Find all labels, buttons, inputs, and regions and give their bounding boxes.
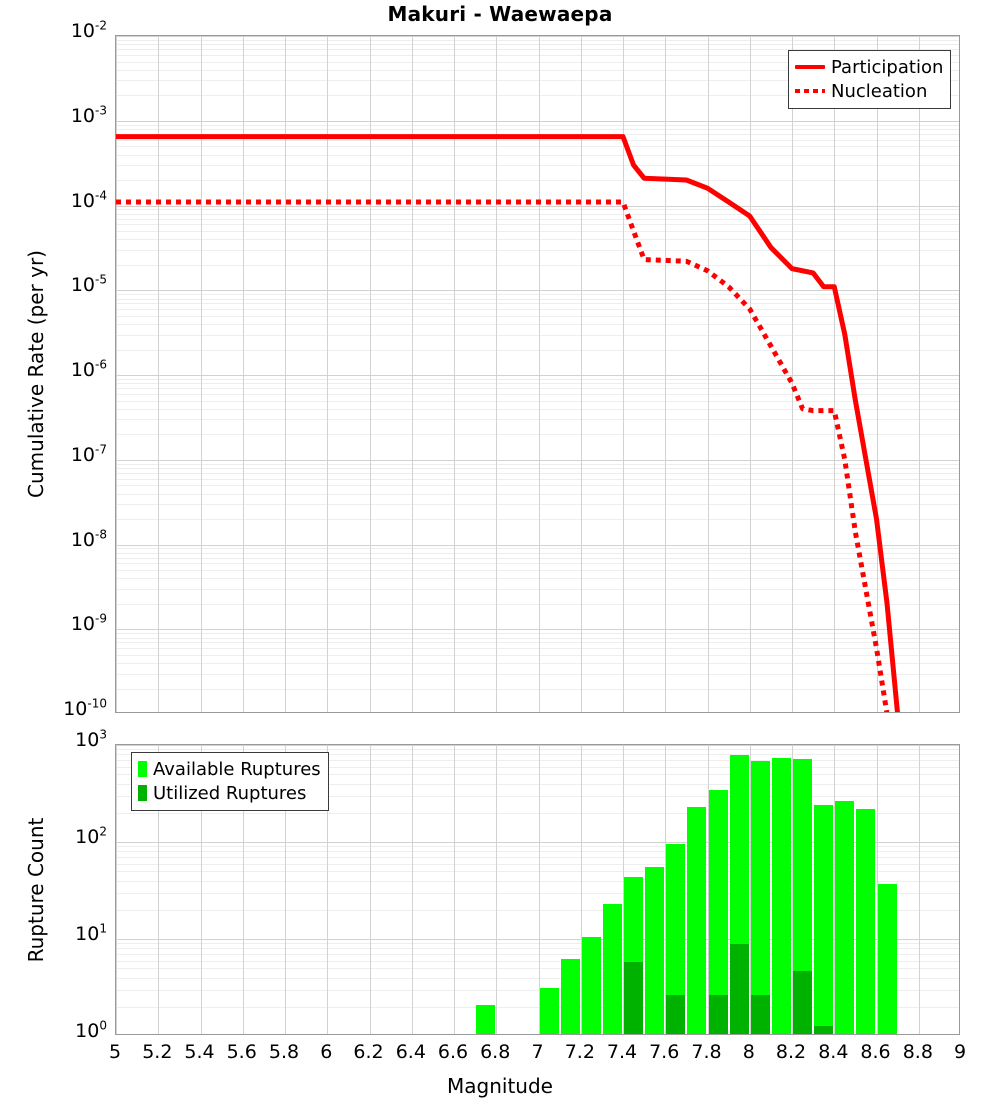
y-tick-label: 10-4 xyxy=(17,192,107,211)
histogram-bar-utilized xyxy=(814,1026,833,1034)
legend-item-nucleation[interactable]: Nucleation xyxy=(795,79,943,103)
y-tick-label: 10-7 xyxy=(17,446,107,465)
x-tick-label: 7.4 xyxy=(607,1041,637,1063)
x-tick-label: 6.4 xyxy=(396,1041,426,1063)
curve-nucleation xyxy=(116,202,887,713)
histogram-bar xyxy=(751,761,770,1035)
histogram-bar-utilized xyxy=(793,971,812,1034)
gridline-vertical xyxy=(919,745,920,1034)
histogram-bar xyxy=(814,805,833,1034)
legend-label-utilized-ruptures: Utilized Ruptures xyxy=(153,783,306,804)
x-tick-label: 7 xyxy=(531,1041,543,1063)
legend-label-nucleation: Nucleation xyxy=(831,81,927,102)
histogram-bar xyxy=(793,759,812,1034)
y-tick-label: 102 xyxy=(17,828,107,847)
dotted-line-swatch-icon xyxy=(795,89,825,93)
y-tick-label: 10-3 xyxy=(17,107,107,126)
gridline-vertical xyxy=(496,745,497,1034)
figure-canvas: Makuri - Waewaepa Cumulative Rate (per y… xyxy=(0,0,1000,1100)
x-tick-label: 5.2 xyxy=(142,1041,172,1063)
histogram-bar xyxy=(666,844,685,1034)
x-tick-label: 7.8 xyxy=(691,1041,721,1063)
histogram-bar xyxy=(878,884,897,1034)
x-tick-label: 5.8 xyxy=(269,1041,299,1063)
y-tick-label: 10-6 xyxy=(17,361,107,380)
x-tick-label: 8.6 xyxy=(860,1041,890,1063)
x-axis-label: Magnitude xyxy=(0,1074,1000,1098)
mfd-curves xyxy=(116,36,960,713)
solid-line-swatch-icon xyxy=(795,65,825,69)
gridline-vertical xyxy=(370,745,371,1034)
top-chart-legend: Participation Nucleation xyxy=(788,50,951,109)
histogram-bar xyxy=(476,1005,495,1034)
histogram-bar-utilized xyxy=(624,962,643,1034)
histogram-bar xyxy=(561,959,580,1035)
x-tick-label: 8.4 xyxy=(818,1041,848,1063)
curve-participation xyxy=(116,137,898,713)
x-tick-label: 7.2 xyxy=(565,1041,595,1063)
x-tick-label: 8.2 xyxy=(776,1041,806,1063)
utilized-ruptures-swatch-icon xyxy=(138,785,147,801)
x-tick-label: 7.6 xyxy=(649,1041,679,1063)
x-tick-label: 5 xyxy=(109,1041,121,1063)
x-tick-label: 6.6 xyxy=(438,1041,468,1063)
gridline-vertical xyxy=(454,745,455,1034)
histogram-bar xyxy=(582,937,601,1034)
legend-label-available-ruptures: Available Ruptures xyxy=(153,759,321,780)
histogram-bar xyxy=(603,904,622,1034)
y-tick-label: 10-9 xyxy=(17,615,107,634)
gridline-vertical xyxy=(412,745,413,1034)
histogram-bar xyxy=(856,809,875,1034)
legend-label-participation: Participation xyxy=(831,57,943,78)
legend-item-participation[interactable]: Participation xyxy=(795,55,943,79)
histogram-bar xyxy=(540,988,559,1034)
x-tick-label: 5.4 xyxy=(184,1041,214,1063)
histogram-bar xyxy=(709,790,728,1034)
histogram-bar-utilized xyxy=(709,995,728,1034)
histogram-bar xyxy=(730,755,749,1034)
bottom-chart-legend: Available Ruptures Utilized Ruptures xyxy=(131,752,329,811)
y-tick-label: 10-2 xyxy=(17,22,107,41)
histogram-bar xyxy=(772,758,791,1034)
histogram-bar xyxy=(835,801,854,1034)
y-tick-label: 10-10 xyxy=(17,700,107,719)
x-tick-label: 8.8 xyxy=(903,1041,933,1063)
x-tick-label: 9 xyxy=(954,1041,966,1063)
histogram-bar xyxy=(624,877,643,1035)
histogram-bar xyxy=(687,807,706,1034)
x-tick-label: 8 xyxy=(743,1041,755,1063)
page-title: Makuri - Waewaepa xyxy=(0,2,1000,26)
available-ruptures-swatch-icon xyxy=(138,761,147,777)
histogram-bar-utilized xyxy=(666,995,685,1034)
y-tick-label: 103 xyxy=(17,731,107,750)
y-tick-label: 10-5 xyxy=(17,276,107,295)
y-tick-label: 10-8 xyxy=(17,531,107,550)
x-tick-label: 5.6 xyxy=(227,1041,257,1063)
x-tick-label: 6.8 xyxy=(480,1041,510,1063)
cumulative-rate-plot xyxy=(115,35,960,713)
y-tick-label: 100 xyxy=(17,1022,107,1041)
legend-item-utilized-ruptures[interactable]: Utilized Ruptures xyxy=(138,781,321,805)
histogram-bar-utilized xyxy=(751,995,770,1034)
y-tick-label: 101 xyxy=(17,925,107,944)
histogram-bar xyxy=(645,867,664,1034)
x-tick-label: 6.2 xyxy=(353,1041,383,1063)
gridline-vertical xyxy=(116,745,117,1034)
histogram-bar-utilized xyxy=(730,944,749,1034)
legend-item-available-ruptures[interactable]: Available Ruptures xyxy=(138,757,321,781)
x-tick-label: 6 xyxy=(320,1041,332,1063)
